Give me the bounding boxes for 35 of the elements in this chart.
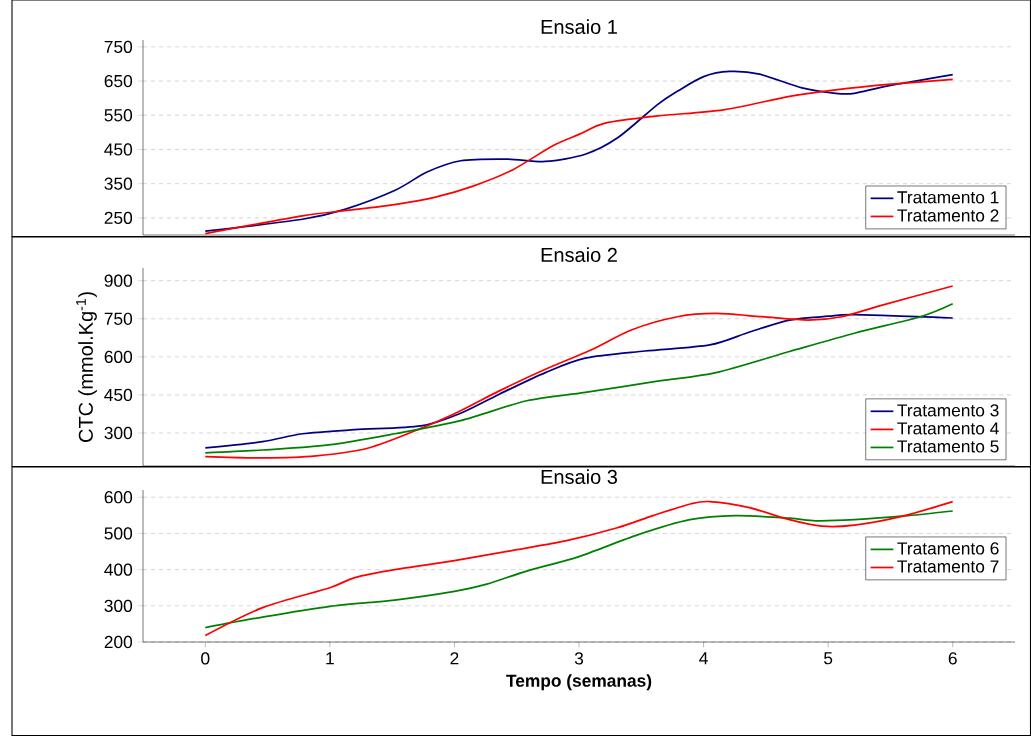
- legend-label: Tratamento 1: [897, 191, 999, 204]
- y-tick-label: 900: [104, 274, 133, 287]
- x-axis-title: Tempo (semanas): [506, 674, 652, 691]
- x-tick-label: 3: [574, 652, 584, 665]
- legend-label: Tratamento 4: [897, 422, 999, 435]
- y-tick-label: 750: [104, 312, 133, 325]
- y-tick-label: 300: [104, 426, 133, 440]
- y-tick-label: 450: [104, 143, 133, 156]
- x-tick-label: 5: [824, 652, 833, 665]
- y-tick-label: 200: [104, 635, 133, 649]
- x-tick-label: 0: [201, 652, 210, 665]
- chart-title: Ensaio 2: [541, 247, 617, 262]
- x-tick-label: 2: [450, 652, 459, 665]
- x-tick-label: 1: [326, 652, 334, 665]
- y-tick-label: 250: [104, 211, 133, 225]
- y-tick-label: 450: [104, 388, 133, 402]
- chart-title: Ensaio 3: [541, 469, 618, 484]
- y-tick-label: 600: [104, 491, 133, 504]
- legend-label: Tratamento 7: [897, 560, 999, 573]
- y-tick-label: 300: [104, 599, 133, 612]
- y-tick-label: 750: [104, 40, 133, 53]
- y-tick-label: 600: [104, 350, 133, 363]
- chart-title: Ensaio 1: [541, 19, 617, 34]
- y-tick-label: 350: [104, 177, 133, 190]
- y-tick-label: 500: [104, 527, 133, 540]
- y-tick-label: 400: [104, 563, 133, 576]
- x-tick-label: 6: [948, 652, 957, 665]
- legend-label: Tratamento 2: [897, 209, 999, 222]
- legend-label: Tratamento 5: [897, 440, 999, 453]
- legend-label: Tratamento 6: [897, 542, 999, 555]
- y-axis-title: CTC (mmol.Kg$^{-1}$): [76, 292, 97, 442]
- y-tick-label: 650: [104, 74, 133, 88]
- x-tick-label: 4: [699, 652, 708, 665]
- legend-label: Tratamento 3: [897, 404, 999, 417]
- y-tick-label: 550: [104, 109, 133, 122]
